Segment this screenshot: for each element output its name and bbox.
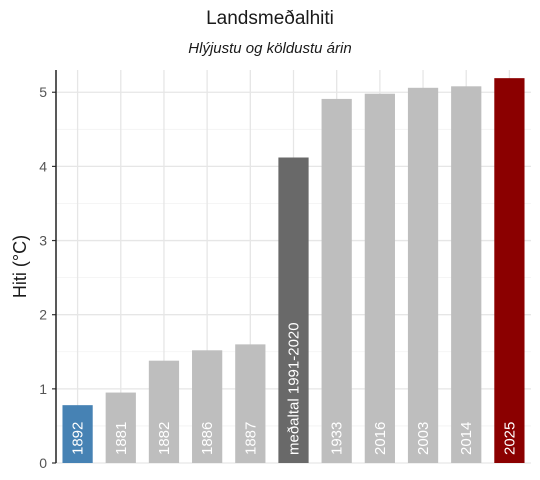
bar-label: meðaltal 1991-2020 (286, 322, 303, 455)
bar-label: 2014 (458, 422, 475, 455)
bar (494, 78, 525, 463)
chart-subtitle: Hlýjustu og köldustu árin (188, 40, 352, 57)
bar-label: 1881 (113, 422, 130, 455)
bar-label: 2003 (415, 422, 432, 455)
bars: 1892 1881 1882 1886 1887 meðaltal 1991-2020 19… (62, 78, 525, 464)
y-tick-label: 5 (39, 84, 47, 100)
bar-label: 1886 (199, 422, 216, 455)
y-tick-label: 1 (39, 381, 47, 397)
bar (62, 405, 93, 463)
y-tick-label: 2 (39, 307, 47, 323)
chart-title: Landsmeðalhiti (206, 8, 334, 29)
y-tick-labels: 0 1 2 3 4 5 (39, 84, 56, 471)
y-tick-label: 4 (39, 158, 47, 174)
bar (105, 392, 136, 463)
bar-label: 2016 (372, 422, 389, 455)
y-tick-label: 0 (39, 455, 47, 471)
bar-label: 1933 (329, 422, 346, 455)
bar (235, 344, 266, 463)
bar (451, 86, 482, 464)
bar (321, 98, 352, 463)
bar-label: 2025 (501, 422, 518, 455)
y-axis-title: Hiti (°C) (10, 235, 30, 298)
bar (364, 93, 395, 463)
bar (278, 157, 309, 463)
bar-label: 1882 (156, 422, 173, 455)
y-tick-label: 3 (39, 233, 47, 249)
bar-label: 1892 (70, 422, 87, 455)
bar-label: 1887 (242, 422, 259, 455)
bar (192, 350, 223, 463)
bar (407, 87, 439, 463)
bar (148, 360, 180, 463)
